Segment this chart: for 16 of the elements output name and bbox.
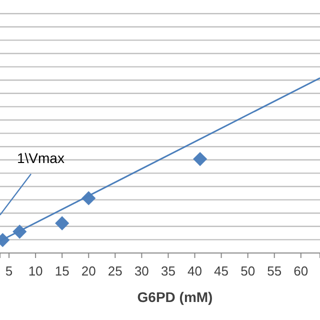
x-tick-label: 45	[214, 263, 229, 278]
x-tick-label: 5	[5, 263, 13, 278]
x-tick-label: 25	[108, 263, 122, 278]
x-tick-label: 50	[240, 263, 256, 278]
x-tick-label: 40	[188, 263, 202, 278]
point	[55, 216, 70, 230]
x-tick-label: 35	[160, 263, 176, 278]
x-tick-label: 60	[294, 263, 308, 278]
x-tick-label: 15	[54, 263, 70, 278]
x-axis-title: G6PD (mM)	[137, 289, 213, 305]
x-tick-label: 55	[267, 263, 282, 278]
point	[192, 152, 208, 166]
x-tick-label: 20	[81, 263, 96, 278]
annotation: 1\Vmax	[17, 150, 64, 166]
x-tick-label: 10	[28, 263, 43, 278]
x-tick-label: 30	[134, 263, 149, 278]
